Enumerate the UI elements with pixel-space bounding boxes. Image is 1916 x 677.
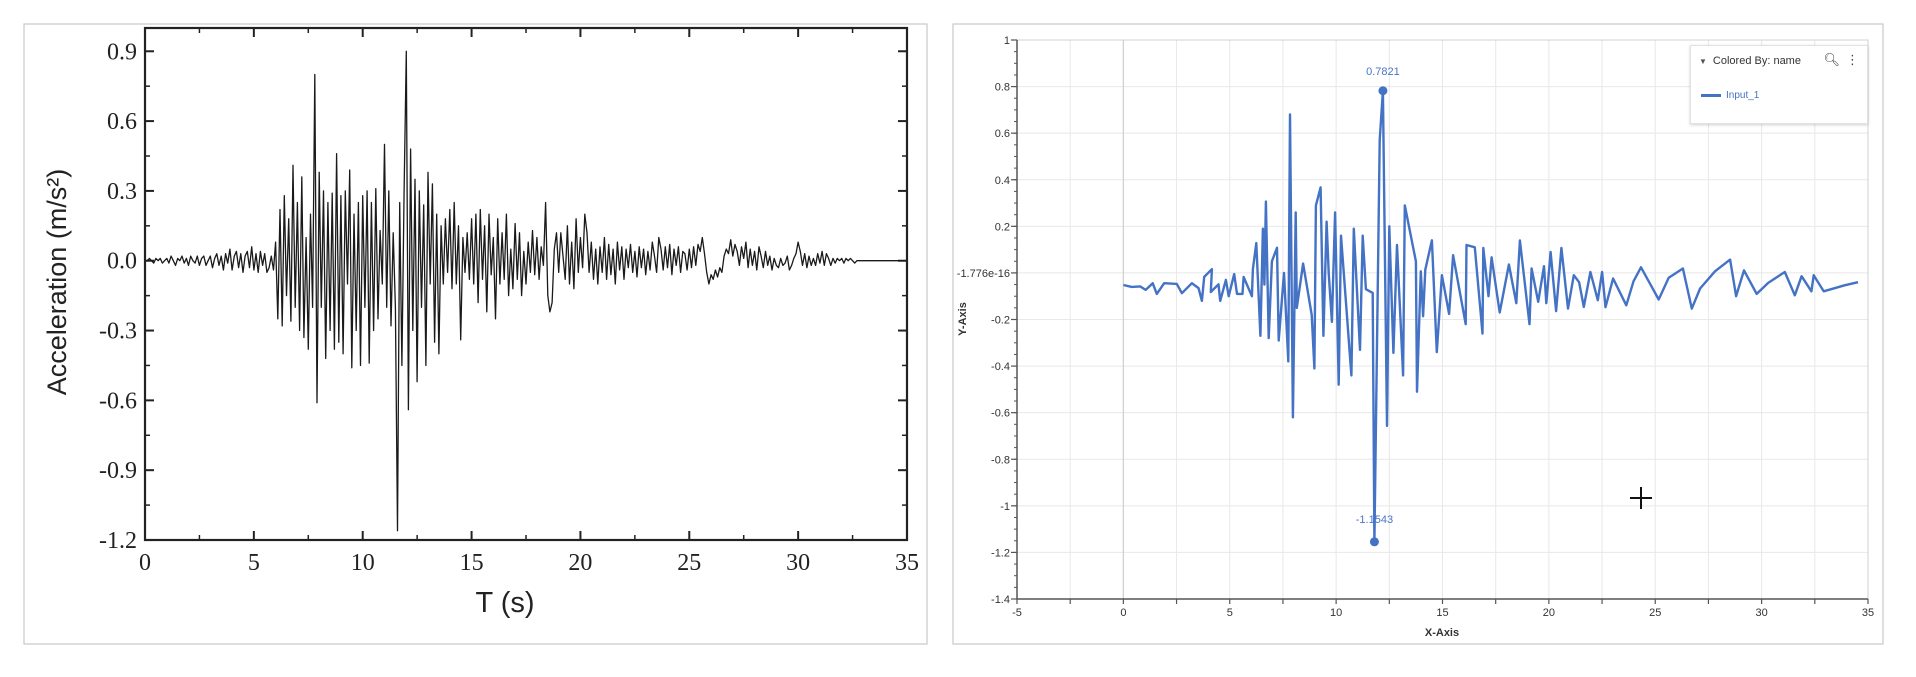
max-point-marker [1378,86,1388,96]
right-axes: -5 0 5 10 15 20 25 30 35 1 0.8 0.6 0.4 0.2 -1.776e-16 -… [957,35,1874,619]
x-tick-label: 0 [139,550,151,576]
y-tick-label: -1.2 [991,547,1010,559]
legend-item-label: Input_1 [1726,90,1760,101]
legend-title: Colored By: name [1712,55,1801,67]
legend-panel: ▼ Colored By: name 🔍︎ ⋮ Input_1 [1690,45,1868,124]
x-tick-label: -5 [1012,607,1022,619]
y-tick-label: 1 [1004,35,1010,47]
y-tick-label: 0.8 [995,82,1010,94]
x-tick-label: 5 [1227,607,1233,619]
x-tick-label: 10 [1330,607,1342,619]
kebab-menu-icon[interactable]: ⋮ [1846,52,1859,67]
x-tick-label: 25 [1649,607,1661,619]
x-tick-label: 10 [351,550,375,576]
crosshair-icon [1630,487,1652,509]
x-tick-label: 20 [1543,607,1555,619]
y-tick-label: -0.2 [991,315,1010,327]
right-series-line-input-1[interactable] [1123,89,1859,543]
min-point-label: -1.1543 [1356,514,1393,526]
right-chart-panel: -5 0 5 10 15 20 25 30 35 1 0.8 0.6 0.4 0.2 -1.776e-16 -… [952,23,1884,645]
y-tick-label: -1.4 [991,594,1010,606]
left-y-axis-label: Acceleration (m/s²) [42,169,72,396]
y-tick-label: 0.3 [107,179,137,205]
y-tick-label: 0.6 [995,128,1010,140]
left-x-axis-label: T (s) [475,587,534,619]
min-point-marker [1369,537,1379,547]
y-tick-label: 0.0 [107,249,137,275]
y-tick-label: -1 [1000,501,1010,513]
y-tick-label: -0.9 [99,458,137,484]
legend-swatch [1701,94,1721,97]
x-tick-label: 5 [248,550,260,576]
y-tick-label: -0.4 [991,361,1010,373]
legend-header[interactable]: ▼ Colored By: name [1699,55,1801,67]
y-tick-label: 0.2 [995,221,1010,233]
y-tick-label: 0.9 [107,39,137,65]
x-tick-label: 30 [1756,607,1768,619]
y-tick-label: -1.776e-16 [957,268,1010,280]
collapse-caret-icon[interactable]: ▼ [1699,56,1707,66]
x-tick-label: 35 [895,550,919,576]
y-tick-label: -0.3 [99,319,137,345]
x-tick-label: 35 [1862,607,1874,619]
right-x-axis-label: X-Axis [1425,627,1459,639]
x-tick-label: 15 [1436,607,1448,619]
x-tick-label: 25 [677,550,701,576]
right-annotations: 0.7821 -1.1543 [1356,66,1400,547]
x-tick-label: 0 [1120,607,1126,619]
left-plot-frame [143,26,909,542]
y-tick-label: -0.8 [991,454,1010,466]
max-point-label: 0.7821 [1366,66,1400,78]
x-tick-label: 30 [786,550,810,576]
y-tick-label: 0.4 [995,175,1010,187]
y-tick-label: -0.6 [991,408,1010,420]
y-tick-label: -0.6 [99,388,137,414]
left-ticks: 0 5 10 15 20 25 30 35 0.9 0.6 0.3 0.0 -0.3 -0.6 -0.9 -1… [99,28,919,576]
y-tick-label: 0.6 [107,109,137,135]
right-y-axis-label: Y-Axis [957,302,969,336]
left-chart-panel: 0 5 10 15 20 25 30 35 0.9 0.6 0.3 0.0 -0.3 -0.6 -0.9 -1… [23,23,928,645]
left-series-line [145,50,907,532]
y-tick-label: -1.2 [99,528,137,554]
x-tick-label: 15 [460,550,484,576]
search-icon[interactable]: 🔍︎ [1823,52,1840,67]
x-tick-label: 20 [568,550,592,576]
legend-item-input-1[interactable]: Input_1 [1701,90,1759,101]
